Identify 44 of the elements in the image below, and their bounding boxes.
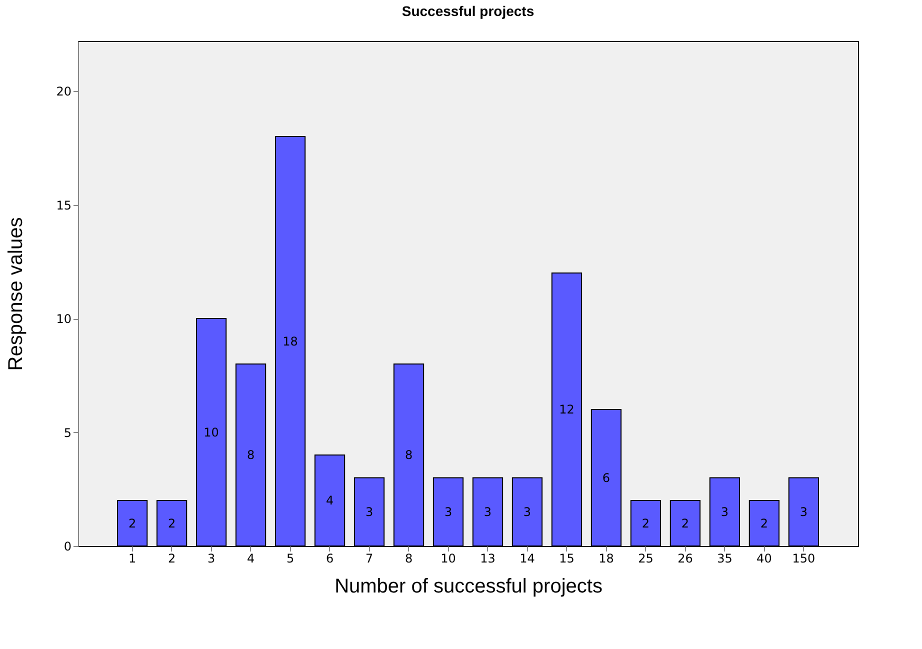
- x-tick-label: 35: [717, 552, 732, 566]
- data-label: 2: [760, 516, 768, 530]
- data-label: 6: [602, 470, 610, 485]
- x-tick-label: 13: [480, 552, 496, 566]
- x-tick-label: 4: [246, 552, 255, 566]
- data-label: 2: [168, 516, 176, 530]
- data-label: 8: [246, 448, 255, 462]
- data-label: 3: [444, 504, 452, 519]
- x-tick-label: 2: [168, 552, 176, 566]
- data-label: 3: [523, 504, 532, 519]
- data-label: 3: [365, 504, 374, 519]
- x-tick-label: 1: [128, 552, 136, 566]
- data-label: 18: [282, 334, 298, 348]
- x-tick-label: 10: [440, 552, 456, 566]
- x-tick-label: 6: [326, 552, 334, 566]
- data-label: 2: [681, 516, 690, 530]
- y-axis-title: Response values: [5, 217, 28, 371]
- data-label: 8: [404, 448, 413, 462]
- y-tick-label: 5: [64, 426, 72, 440]
- data-label: 12: [559, 402, 574, 417]
- x-tick-label: 3: [207, 552, 216, 566]
- x-tick-label: 150: [792, 552, 816, 566]
- y-tick-label: 0: [64, 540, 72, 554]
- y-tick-label: 15: [56, 198, 72, 212]
- data-label: 4: [326, 494, 334, 508]
- data-label: 3: [800, 504, 808, 519]
- x-tick-label: 25: [638, 552, 654, 566]
- x-tick-label: 5: [286, 552, 294, 566]
- data-label: 3: [484, 504, 492, 519]
- chart-title: Successful projects: [402, 3, 534, 19]
- y-tick-label: 10: [56, 312, 72, 326]
- x-tick-label: 14: [520, 552, 535, 566]
- x-tick-label: 26: [678, 552, 693, 566]
- data-label: 3: [720, 504, 729, 519]
- data-label: 2: [128, 516, 136, 530]
- x-tick-label: 18: [598, 552, 614, 566]
- x-axis-title: Number of successful projects: [334, 576, 602, 598]
- x-tick-label: 7: [365, 552, 374, 566]
- x-tick-label: 40: [756, 552, 772, 566]
- data-label: 10: [204, 425, 219, 440]
- data-label: 2: [642, 516, 650, 530]
- y-tick-label: 20: [56, 84, 72, 99]
- x-tick-label: 15: [559, 552, 574, 566]
- x-tick-label: 8: [404, 552, 413, 566]
